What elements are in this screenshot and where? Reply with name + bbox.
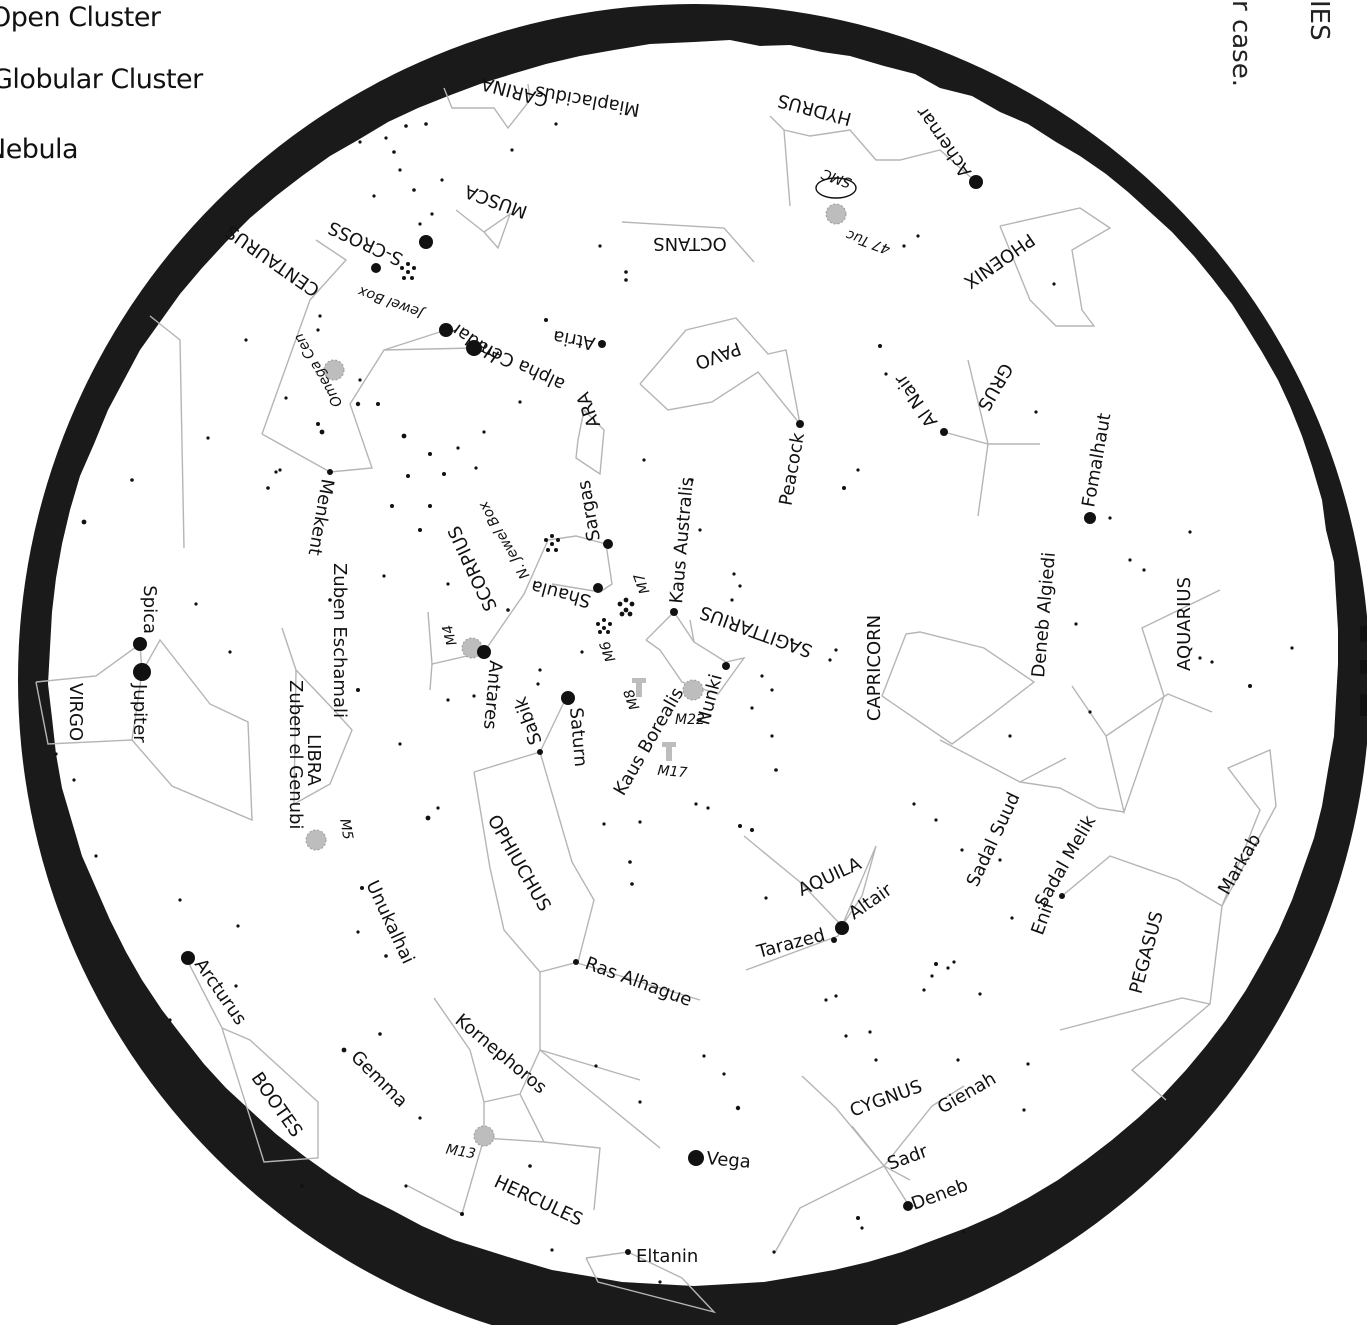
label-m8: M8 [621,687,643,712]
label-aquarius: AQUARIUS [1174,577,1195,671]
star-antares [477,645,491,659]
label-saturn: Saturn [565,707,591,768]
dso-m17 [662,742,676,761]
edge-text-1: IES [1304,0,1334,41]
label-m13: M13 [445,1142,477,1163]
dso-m7 [617,597,635,617]
label-capricorn: CAPRICORN [864,615,885,721]
label-vega: Vega [706,1148,752,1173]
dso-m13 [473,1125,495,1147]
star-jupiter [133,663,151,681]
star-ras-alhague [573,959,579,965]
label-eltanin: Eltanin [636,1246,698,1267]
dso-m6 [596,618,612,634]
edge-text-2: r case. [1226,0,1256,87]
star-vega [688,1150,704,1166]
sky-disk [48,40,1338,1286]
dso-omega-cen [323,359,345,381]
label-m7: M7 [631,571,653,596]
star-sabik [537,749,543,755]
star-spica [133,637,147,651]
star-nunki [722,662,730,670]
legend-open-cluster: Open Cluster [0,2,161,33]
star-saturn [561,691,575,705]
edge-marks [1360,626,1367,716]
label-zuben-eschamali: Zuben Eschamali [329,563,350,718]
label-libra: LIBRA [303,734,324,786]
label-m6: M6 [597,639,619,664]
star-enif [1059,893,1065,899]
constellation-lines [35,83,1277,1314]
label-jupiter: Jupiter [129,683,150,743]
star-shaula [593,583,603,593]
star-deneb [903,1201,913,1211]
label-m22: M22 [675,712,705,728]
star-eltanin [625,1249,631,1255]
bright-stars [133,175,1096,1255]
deep-sky-objects [305,203,847,1147]
star-tarazed [831,937,837,943]
dso-m8 [632,678,646,697]
star-fomalhaut [1084,512,1096,524]
star-kaus-australis [670,608,678,616]
legend-globular-cluster: Globular Cluster [0,64,203,95]
star-al-nair [940,428,948,436]
dso-n-jewel-box [544,534,560,552]
dso-47-tuc [825,203,847,225]
label-m5: M5 [336,818,355,842]
star-menkent [327,469,333,475]
star-alpha-cen [466,340,482,356]
legend-nebula: Nebula [0,134,79,165]
label-spica: Spica [139,585,160,634]
label-zuben-el-genubi: Zuben el Genubi [285,680,306,829]
star-altair [835,921,849,935]
dso-jewel-box [400,262,416,280]
dso-m5 [305,829,327,851]
dso-m22 [682,679,704,701]
star-atria [598,340,606,348]
label-virgo: VIRGO [65,683,86,741]
star-scross [419,235,433,249]
open-clusters [400,262,635,634]
label-m17: M17 [657,763,688,782]
dso-smc [815,177,857,199]
label-octans: OCTANS [653,233,727,254]
star-arcturus [181,951,195,965]
star-sargas [603,539,613,549]
star-achernar [969,175,983,189]
label-m4: M4 [440,623,461,647]
star-hadar [439,323,453,337]
star-scross-2 [371,263,381,273]
star-peacock [796,420,804,428]
nebula-symbols [632,678,676,761]
field-stars [54,122,1294,1284]
